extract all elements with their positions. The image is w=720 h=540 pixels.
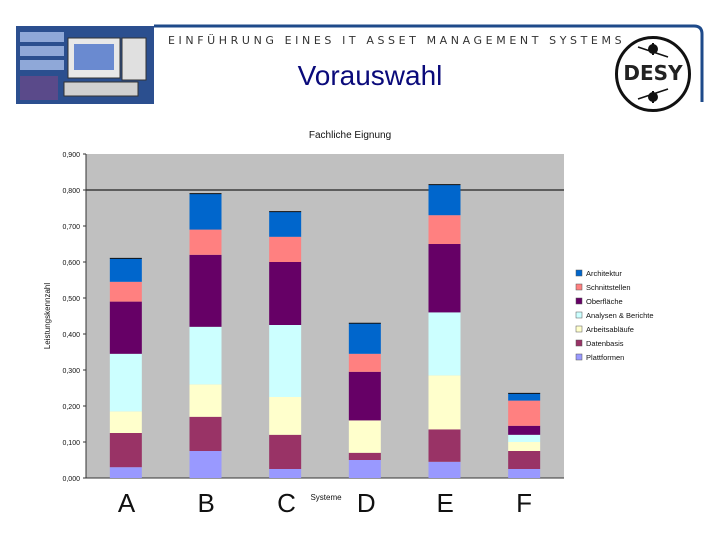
bar-segment [348,420,381,453]
bar-segment [269,262,302,325]
bar-segment [109,353,142,412]
bar-segment [109,301,142,354]
plot-area [86,154,564,478]
bar-segment [348,323,381,354]
slide-title: Vorauswahl [297,60,443,91]
bar-segment [189,451,222,478]
bar-segment [508,451,541,469]
header-computer-image [16,26,154,104]
legend-swatch [575,269,583,277]
bar-segment [428,215,461,244]
bar-segment [109,258,142,282]
bar-segment [348,460,381,478]
bar-segment [428,429,461,462]
bar-segment [109,281,142,302]
legend-swatch [575,353,583,361]
bar-segment [269,397,302,435]
legend-label: Datenbasis [586,339,624,348]
bar-segment [428,461,461,478]
x-axis-label: Systeme [310,493,342,502]
y-tick-label: 0,800 [62,188,80,195]
y-tick-label: 0,000 [62,476,80,483]
x-category-label: D [356,488,376,518]
bar-segment [189,193,222,230]
bar-segment [269,325,302,397]
legend-label: Oberfläche [586,297,623,306]
bar-segment [508,393,541,401]
bar-segment [269,211,302,237]
legend-label: Analysen & Berichte [586,311,654,320]
logo-text: DESY [623,61,683,85]
bar-segment [428,312,461,376]
bar-segment [508,469,541,478]
y-axis-label: Leistungskennzahl [43,283,52,349]
bar-segment [269,236,302,262]
x-category-label: E [436,488,454,518]
legend-label: Plattformen [586,353,624,362]
bar-segment [189,326,222,385]
legend-swatch [575,325,583,333]
x-category-label: B [197,488,215,518]
bar-segment [348,353,381,372]
bar-segment [109,433,142,468]
bar-segment [189,254,222,327]
x-category-label: F [516,488,533,518]
y-tick-label: 0,700 [62,224,80,231]
bar-segment [508,442,541,451]
bar-segment [189,384,222,417]
bar-segment [508,400,541,426]
legend-label: Architektur [586,269,622,278]
bar-segment [428,244,461,313]
y-tick-label: 0,600 [62,260,80,267]
legend-swatch [575,283,583,291]
bar-segment [348,371,381,421]
y-tick-label: 0,400 [62,332,80,339]
bar-segment [348,452,381,460]
bar-segment [269,434,302,469]
legend-swatch [575,297,583,305]
bar-segment [109,411,142,433]
y-tick-label: 0,100 [62,440,80,447]
header-subtitle: EINFÜHRUNG EINES IT ASSET MANAGEMENT SYS… [168,34,626,47]
bar-segment [428,375,461,430]
x-category-label: A [117,488,136,518]
bar-segment [189,416,222,451]
y-tick-label: 0,500 [62,296,80,303]
bar-segment [508,434,541,442]
y-tick-label: 0,300 [62,368,80,375]
desy-logo: DESY [615,36,691,112]
bar-segment [189,229,222,255]
x-category-label: C [277,488,296,518]
bar-segment [269,469,302,478]
bar-segment [109,467,142,478]
legend-swatch [575,311,583,319]
y-tick-label: 0,200 [62,404,80,411]
legend-label: Arbeitsabläufe [586,325,634,334]
header-banner [14,24,704,104]
legend-swatch [575,339,583,347]
chart-title: Fachliche Eignung [309,130,391,141]
y-tick-label: 0,900 [62,152,80,159]
bar-segment [428,184,461,216]
bar-segment [508,425,541,435]
legend-label: Schnittstellen [586,283,631,292]
